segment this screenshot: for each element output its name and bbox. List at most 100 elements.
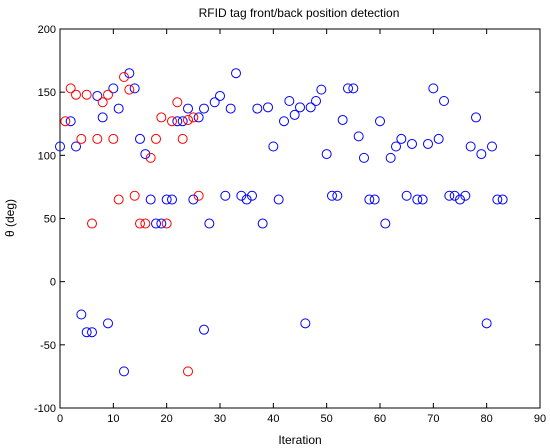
data-point	[55, 141, 65, 152]
data-point	[252, 103, 263, 114]
data-point	[156, 112, 167, 123]
data-point	[193, 112, 204, 123]
data-point	[257, 218, 268, 229]
data-point	[455, 194, 465, 205]
data-point	[487, 141, 497, 152]
data-point	[113, 103, 124, 114]
y-tick-label: 100	[38, 150, 56, 162]
data-points	[55, 68, 508, 377]
data-point	[236, 190, 247, 201]
data-point	[225, 103, 236, 114]
data-point	[193, 190, 204, 201]
data-point	[119, 366, 129, 377]
series-1	[55, 68, 508, 377]
data-point	[465, 141, 476, 152]
data-point	[145, 152, 156, 163]
data-point	[145, 194, 156, 205]
data-point	[204, 218, 215, 229]
data-point	[188, 112, 199, 123]
x-tick-label: 0	[57, 413, 63, 425]
data-point	[332, 190, 343, 201]
data-point	[65, 116, 76, 127]
data-point	[60, 116, 71, 127]
x-tick-label: 80	[481, 413, 493, 425]
x-tick-label: 20	[161, 413, 173, 425]
data-point	[353, 131, 364, 142]
data-point	[103, 318, 113, 329]
data-point	[167, 194, 177, 205]
data-point	[380, 218, 391, 229]
data-point	[97, 97, 108, 108]
data-point	[241, 194, 252, 205]
x-tick-label: 70	[427, 413, 439, 425]
data-point	[295, 102, 305, 113]
data-point	[156, 218, 167, 229]
data-point	[476, 149, 487, 160]
data-point	[119, 72, 129, 83]
data-point	[412, 194, 423, 205]
data-point	[209, 97, 220, 108]
data-point	[220, 190, 231, 201]
y-tick-label: 150	[38, 87, 56, 99]
data-point	[449, 190, 460, 201]
y-tick-label: -100	[34, 403, 56, 415]
data-point	[401, 190, 412, 201]
data-point	[92, 133, 103, 144]
x-tick-label: 40	[267, 413, 279, 425]
y-tick-label: 50	[44, 214, 56, 226]
data-point	[129, 83, 140, 94]
data-point	[279, 116, 289, 127]
x-axis-label: Iteration	[278, 433, 321, 447]
y-tick-label: 0	[50, 277, 56, 289]
x-axis: 0 10 20 30 40 50 60 70 80 90	[57, 29, 546, 425]
data-point	[289, 109, 300, 120]
data-point	[177, 133, 188, 144]
data-point	[343, 83, 353, 94]
data-point	[199, 324, 209, 335]
series-2	[60, 72, 204, 377]
data-point	[337, 114, 348, 125]
x-tick-label: 10	[107, 413, 119, 425]
data-point	[407, 138, 417, 149]
x-tick-label: 90	[534, 413, 546, 425]
data-point	[423, 138, 433, 149]
data-point	[188, 194, 199, 205]
data-point	[375, 116, 385, 127]
data-point	[129, 190, 140, 201]
data-point	[268, 141, 279, 152]
data-point	[311, 96, 321, 107]
data-point	[183, 103, 193, 114]
data-point	[103, 89, 113, 100]
data-point	[135, 218, 145, 229]
data-point	[167, 116, 177, 127]
data-point	[113, 194, 124, 205]
data-point	[124, 84, 135, 95]
data-point	[417, 194, 428, 205]
data-point	[81, 327, 92, 338]
data-point	[124, 68, 135, 79]
data-point	[247, 190, 257, 201]
data-point	[108, 133, 119, 144]
data-point	[460, 190, 471, 201]
data-point	[231, 68, 241, 79]
data-point	[151, 218, 161, 229]
data-point	[316, 84, 327, 95]
data-point	[439, 96, 449, 107]
data-point	[364, 194, 375, 205]
data-point	[199, 103, 209, 114]
data-point	[444, 190, 455, 201]
data-point	[396, 133, 407, 144]
y-axis: -100 -50 0 50 100 150 200	[34, 24, 540, 415]
data-point	[81, 89, 92, 100]
data-point	[172, 116, 183, 127]
x-tick-label: 60	[374, 413, 386, 425]
data-point	[71, 89, 81, 100]
data-point	[76, 309, 87, 320]
data-point	[87, 218, 97, 229]
data-point	[481, 318, 492, 329]
data-point	[161, 218, 172, 229]
data-point	[321, 149, 332, 160]
data-point	[327, 190, 337, 201]
y-tick-label: -50	[40, 340, 56, 352]
